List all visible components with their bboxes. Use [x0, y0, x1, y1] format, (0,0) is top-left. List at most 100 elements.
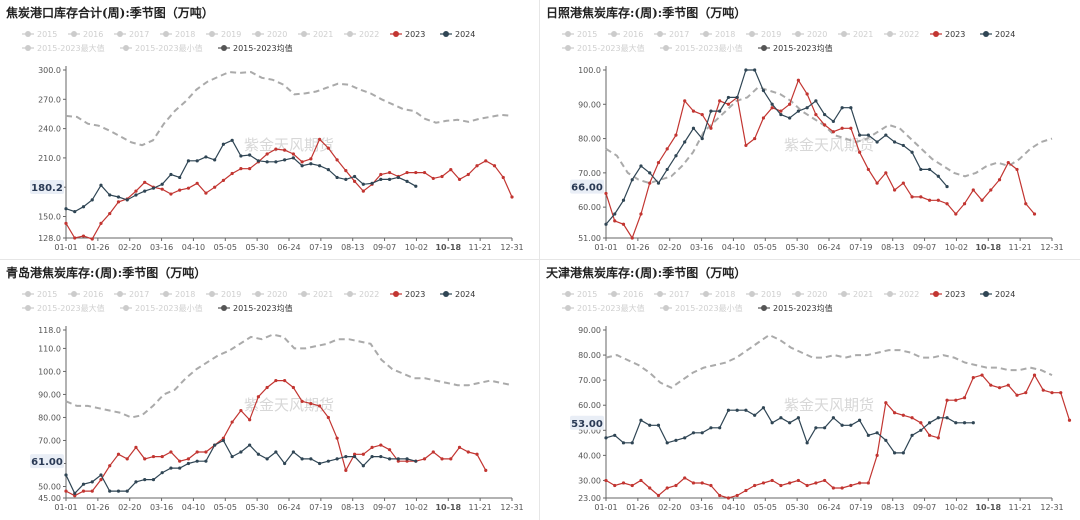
data-point-2023: [335, 158, 339, 162]
data-point-2024: [283, 461, 287, 466]
data-point-2023: [1006, 383, 1010, 387]
data-point-2024: [169, 172, 173, 177]
data-point-2023: [927, 198, 932, 202]
y-tick-label: 45.00: [38, 494, 61, 503]
data-point-2023: [274, 379, 278, 383]
data-point-2024: [204, 155, 208, 159]
chart-svg-1: 焦炭港口库存合计(周):季节图（万吨） 2015 2016 2017 2018 2019 2…: [5, 5, 524, 252]
legend-item: 2016: [83, 30, 103, 39]
legend-item: 2020: [267, 30, 287, 39]
x-tick-label: 06-24: [277, 243, 300, 252]
legend-swatch-dot: [565, 45, 571, 51]
data-point-2023: [484, 159, 488, 163]
data-point-2024: [884, 438, 888, 442]
data-point-2024: [779, 112, 783, 117]
data-point-2023: [840, 486, 844, 490]
data-point-2023: [814, 481, 818, 485]
legend-item: 2016: [623, 30, 643, 39]
legend-item: 2023: [405, 290, 425, 299]
legend-item: 2015: [37, 290, 57, 299]
data-point-2023: [125, 457, 129, 461]
watermark: 紫金天风期货: [244, 136, 334, 154]
y-tick-label: 40.00: [578, 451, 601, 460]
legend-swatch-dot: [301, 31, 307, 37]
data-point-2024: [823, 426, 827, 430]
data-point-2023: [823, 478, 827, 483]
data-point-2024: [892, 451, 897, 455]
data-point-2023: [300, 399, 304, 403]
x-tick-label: 10-02: [945, 503, 968, 512]
legend-item: 2019: [761, 290, 781, 299]
data-point-2024: [396, 175, 400, 180]
data-point-2023: [186, 186, 191, 190]
data-point-2023: [954, 212, 958, 216]
y-tick-label: 150.0: [38, 213, 61, 222]
legend-item: 2019: [221, 30, 241, 39]
data-point-2023: [64, 221, 68, 225]
data-point-2024: [613, 212, 617, 216]
data-point-2024: [291, 450, 295, 454]
data-point-2024: [805, 441, 809, 445]
data-point-2024: [169, 466, 173, 470]
y-tick-label: 300.0: [38, 66, 61, 75]
data-point-2024: [849, 423, 853, 427]
x-tick-label: 11-21: [1009, 243, 1032, 252]
data-point-2024: [379, 177, 383, 181]
data-point-2024: [639, 164, 643, 168]
data-point-2024: [726, 95, 731, 100]
data-point-2024: [604, 436, 608, 440]
x-tick-label: 02-20: [658, 243, 681, 252]
chart-svg-2: 日照港焦炭库存:(周):季节图（万吨） 2015 2016 2017 2018 2019 2…: [546, 5, 1064, 252]
watermark: 紫金天风期货: [784, 396, 874, 414]
data-point-2023: [936, 436, 940, 440]
data-point-2023: [352, 179, 357, 183]
data-point-2024: [814, 426, 818, 430]
data-point-2023: [656, 160, 661, 165]
data-point-2023: [309, 157, 313, 161]
data-point-2023: [1032, 212, 1037, 216]
data-point-2024: [884, 133, 888, 137]
data-point-2023: [927, 433, 932, 437]
data-point-2023: [621, 481, 626, 485]
y-tick-label: 118.0: [38, 326, 61, 335]
legend-item: 2021: [853, 290, 873, 299]
data-point-2023: [945, 202, 949, 206]
legend-swatch-dot: [117, 291, 123, 297]
data-point-2024: [99, 473, 103, 477]
data-point-2023: [239, 167, 243, 171]
data-point-2023: [849, 483, 853, 488]
legend-item: 2017: [129, 30, 149, 39]
x-tick-label: 07-19: [309, 243, 332, 252]
data-point-2023: [866, 481, 870, 485]
data-point-2023: [901, 181, 905, 185]
legend-item: 2015-2023最大值: [37, 303, 105, 313]
x-tick-label: 04-10: [722, 243, 745, 252]
y-tick-label: 30.00: [578, 476, 601, 485]
data-point-2023: [613, 219, 617, 223]
data-point-2023: [283, 148, 287, 152]
data-point-2023: [414, 170, 418, 175]
legend-item: 2023: [405, 30, 425, 39]
data-point-2023: [709, 126, 713, 130]
data-point-2023: [291, 385, 295, 390]
data-point-2023: [134, 189, 138, 193]
data-point-2023: [831, 130, 835, 134]
data-point-2023: [492, 164, 497, 168]
data-point-2023: [422, 170, 427, 175]
data-point-2023: [230, 171, 234, 176]
legend-swatch-dot: [795, 31, 801, 37]
data-point-2024: [656, 423, 661, 427]
x-tick-label: 01-01: [594, 243, 617, 252]
data-point-2023: [160, 187, 164, 191]
legend-swatch-dot: [983, 31, 989, 37]
data-point-2024: [160, 182, 164, 186]
data-point-2023: [901, 413, 905, 417]
legend-swatch-dot: [123, 45, 129, 51]
legend-swatch-dot: [841, 291, 847, 297]
data-point-2024: [919, 167, 923, 172]
data-point-2023: [971, 376, 975, 380]
series-line-2015-2023均值: [65, 333, 513, 419]
data-point-2023: [674, 133, 678, 137]
x-tick-label: 05-30: [786, 243, 809, 252]
legend-swatch-dot: [163, 291, 169, 297]
